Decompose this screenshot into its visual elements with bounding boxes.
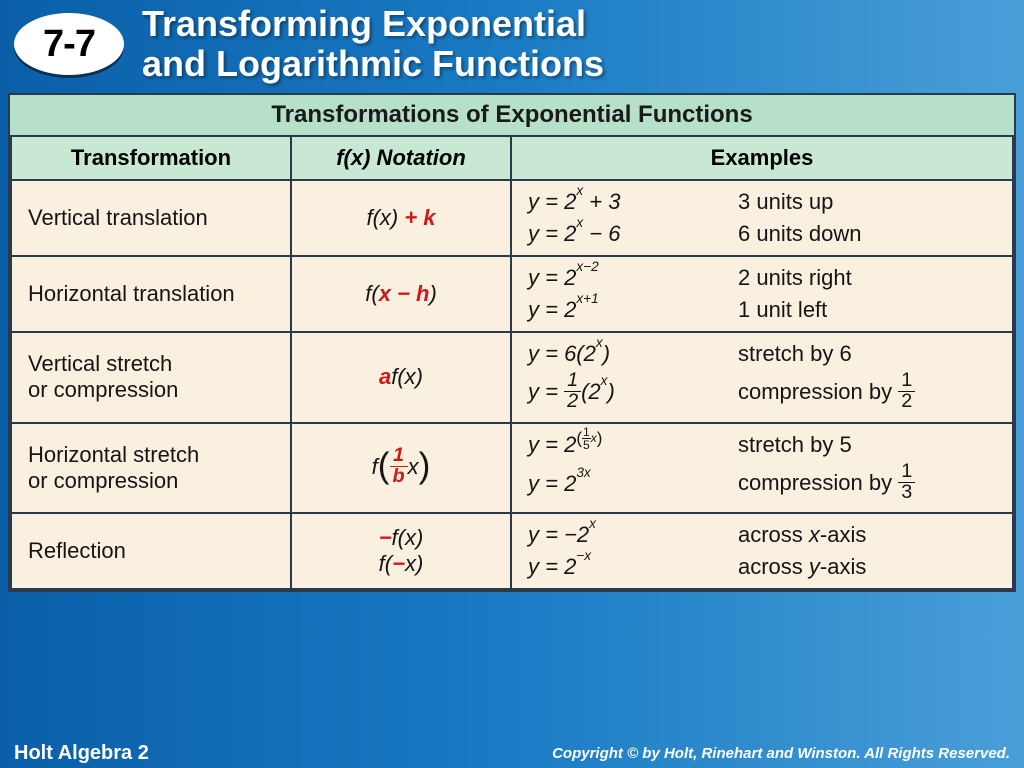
example-equation: y = 2x+1 bbox=[528, 297, 738, 323]
table-row: Horizontal stretchor compressionf(1bx)y … bbox=[11, 423, 1013, 514]
example-equation: y = 2x + 3 bbox=[528, 189, 738, 215]
transformation-cell: Vertical stretchor compression bbox=[11, 332, 291, 423]
example-equation: y = 2x − 6 bbox=[528, 221, 738, 247]
title-line-2: and Logarithmic Functions bbox=[142, 44, 604, 84]
table-row: Horizontal translationf(x − h)y = 2x−22 … bbox=[11, 256, 1013, 332]
section-badge: 7-7 bbox=[14, 9, 124, 79]
notation-cell: af(x) bbox=[291, 332, 511, 423]
example-description: compression by 13 bbox=[738, 464, 996, 505]
footer-book-title: Holt Algebra 2 bbox=[14, 742, 149, 765]
footer-copyright: Copyright © by Holt, Rinehart and Winsto… bbox=[552, 745, 1010, 762]
example-description: across x-axis bbox=[738, 522, 996, 548]
example-description: 6 units down bbox=[738, 221, 996, 247]
example-equation: y = −2x bbox=[528, 522, 738, 548]
example-description: 2 units right bbox=[738, 265, 996, 291]
notation-cell: f(x) + k bbox=[291, 180, 511, 256]
transformations-table: Transformation f(x) Notation Examples Ve… bbox=[10, 137, 1014, 590]
notation-cell: −f(x)f(−x) bbox=[291, 513, 511, 589]
col-header-transformation: Transformation bbox=[11, 137, 291, 180]
example-description: stretch by 6 bbox=[738, 341, 996, 367]
col-header-examples: Examples bbox=[511, 137, 1013, 180]
notation-cell: f(x − h) bbox=[291, 256, 511, 332]
example-equation: y = 23x bbox=[528, 471, 738, 497]
example-equation: y = 6(2x) bbox=[528, 341, 738, 367]
slide-title: Transforming Exponential and Logarithmic… bbox=[142, 4, 604, 83]
table-title: Transformations of Exponential Functions bbox=[10, 95, 1014, 137]
table-body: Vertical translationf(x) + ky = 2x + 33 … bbox=[11, 180, 1013, 589]
examples-cell: y = 2(15x)stretch by 5y = 23xcompression… bbox=[511, 423, 1013, 514]
transformation-cell: Horizontal translation bbox=[11, 256, 291, 332]
example-description: 3 units up bbox=[738, 189, 996, 215]
table-row: Vertical stretchor compressionaf(x)y = 6… bbox=[11, 332, 1013, 423]
examples-cell: y = 2x + 33 units upy = 2x − 66 units do… bbox=[511, 180, 1013, 256]
section-number: 7-7 bbox=[14, 23, 124, 66]
example-equation: y = 2(15x) bbox=[528, 432, 738, 458]
table-row: Reflection−f(x)f(−x)y = −2xacross x-axis… bbox=[11, 513, 1013, 589]
examples-cell: y = −2xacross x-axisy = 2−xacross y-axis bbox=[511, 513, 1013, 589]
slide-header: 7-7 Transforming Exponential and Logarit… bbox=[0, 0, 1024, 93]
example-description: 1 unit left bbox=[738, 297, 996, 323]
examples-cell: y = 6(2x)stretch by 6y = 12(2x)compressi… bbox=[511, 332, 1013, 423]
notation-cell: f(1bx) bbox=[291, 423, 511, 514]
examples-cell: y = 2x−22 units righty = 2x+11 unit left bbox=[511, 256, 1013, 332]
example-description: across y-axis bbox=[738, 554, 996, 580]
title-line-1: Transforming Exponential bbox=[142, 4, 604, 44]
example-equation: y = 12(2x) bbox=[528, 373, 738, 414]
transformation-cell: Vertical translation bbox=[11, 180, 291, 256]
example-description: stretch by 5 bbox=[738, 432, 996, 458]
table-header-row: Transformation f(x) Notation Examples bbox=[11, 137, 1013, 180]
table-row: Vertical translationf(x) + ky = 2x + 33 … bbox=[11, 180, 1013, 256]
transformations-table-container: Transformations of Exponential Functions… bbox=[8, 93, 1016, 592]
col-header-notation: f(x) Notation bbox=[291, 137, 511, 180]
slide-footer: Holt Algebra 2 Copyright © by Holt, Rine… bbox=[0, 738, 1024, 768]
example-description: compression by 12 bbox=[738, 373, 996, 414]
transformation-cell: Horizontal stretchor compression bbox=[11, 423, 291, 514]
example-equation: y = 2x−2 bbox=[528, 265, 738, 291]
transformation-cell: Reflection bbox=[11, 513, 291, 589]
example-equation: y = 2−x bbox=[528, 554, 738, 580]
